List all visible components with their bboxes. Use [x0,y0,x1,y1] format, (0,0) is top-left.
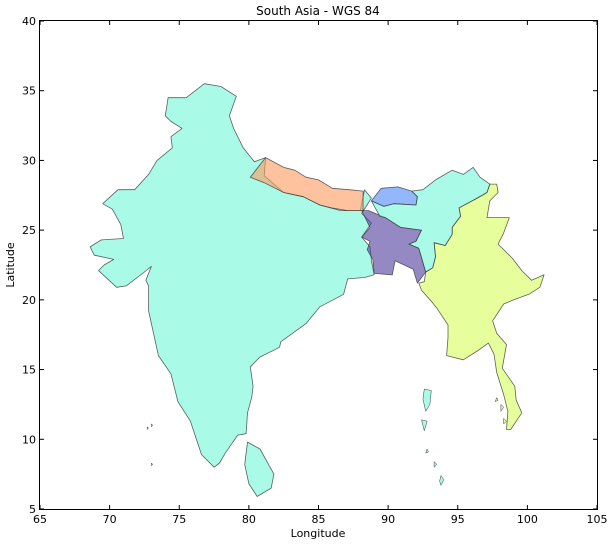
plot-title: South Asia - WGS 84 [256,4,380,18]
x-tick-label: 105 [587,513,608,526]
island-10 [503,417,507,425]
y-tick-label: 40 [22,15,36,28]
island-9 [500,403,505,413]
island-5 [425,448,429,454]
x-tick-label: 90 [381,513,395,526]
island-2 [421,419,428,432]
y-axis-label: Latitude [4,242,17,288]
x-tick-label: 65 [33,513,47,526]
y-tick-label: 35 [22,85,36,98]
x-tick-label: 80 [242,513,256,526]
x-tick-label: 95 [451,513,465,526]
island-11 [494,396,499,403]
x-tick-label: 85 [312,513,326,526]
x-axis-label: Longitude [291,527,346,540]
y-tick-label: 5 [29,503,36,516]
island-layer [146,388,507,486]
y-tick-label: 25 [22,224,36,237]
x-tick-label: 75 [172,513,186,526]
island-6 [151,423,154,428]
y-tick-label: 30 [22,154,36,167]
x-tick-label: 100 [517,513,538,526]
island-4 [433,460,438,468]
country-india-northeast [371,167,491,273]
country-nepal [249,157,364,211]
country-layer [89,83,545,497]
tick-layer: 65 70 75 80 85 90 95 100 105 5 10 15 20 25 30 35 40 [22,15,608,526]
x-tick-label: 70 [103,513,117,526]
y-tick-label: 20 [22,294,36,307]
y-tick-label: 15 [22,364,36,377]
island-1 [422,388,432,413]
y-tick-label: 10 [22,433,36,446]
island-8 [151,462,154,467]
plot-frame [39,20,598,510]
island-7 [146,426,149,431]
country-sri-lanka [244,441,275,497]
island-3 [439,474,445,486]
